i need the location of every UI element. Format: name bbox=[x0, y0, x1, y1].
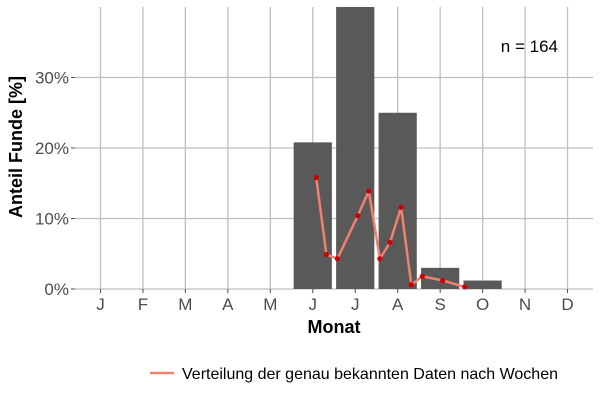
line-point-3 bbox=[355, 213, 361, 219]
line-point-1 bbox=[323, 251, 329, 258]
line-point-4 bbox=[366, 188, 372, 194]
line-point-10 bbox=[440, 277, 446, 284]
line-point-0 bbox=[313, 175, 319, 181]
line-point-8 bbox=[408, 282, 414, 288]
x-tick-label-1: F bbox=[138, 295, 148, 314]
line-point-5 bbox=[377, 256, 383, 262]
x-tick-label-4: M bbox=[263, 295, 277, 314]
x-tick-label-6: J bbox=[351, 295, 360, 314]
annotation-n: n = 164 bbox=[501, 37, 558, 56]
line-point-9 bbox=[419, 273, 425, 279]
x-tick-label-5: J bbox=[309, 295, 318, 314]
y-tick-label-1: 10% bbox=[35, 210, 69, 229]
y-axis-ticks: 0% 10% 20% 30% bbox=[35, 69, 75, 299]
bar-5 bbox=[293, 142, 332, 289]
x-tick-label-9: O bbox=[476, 295, 489, 314]
y-tick-label-3: 30% bbox=[35, 69, 69, 88]
x-tick-label-0: J bbox=[96, 295, 105, 314]
bar-6 bbox=[336, 7, 375, 289]
y-tick-label-2: 20% bbox=[35, 139, 69, 158]
line-point-6 bbox=[387, 239, 393, 246]
bars-layer bbox=[293, 7, 502, 289]
bar-7 bbox=[378, 112, 417, 289]
x-tick-label-11: D bbox=[561, 295, 573, 314]
x-tick-label-7: A bbox=[392, 295, 404, 314]
bar-9 bbox=[463, 280, 502, 289]
x-tick-label-8: S bbox=[434, 295, 445, 314]
x-tick-label-3: A bbox=[222, 295, 234, 314]
legend-label: Verteilung der genau bekannten Daten nac… bbox=[182, 366, 558, 383]
line-point-11 bbox=[462, 284, 468, 290]
legend: Verteilung der genau bekannten Daten nac… bbox=[150, 366, 558, 383]
line-point-7 bbox=[398, 204, 404, 210]
x-tick-label-10: N bbox=[519, 295, 531, 314]
x-axis-title: Monat bbox=[308, 317, 361, 337]
y-axis-title: Anteil Funde [%] bbox=[6, 76, 26, 218]
points-layer bbox=[313, 175, 468, 290]
y-tick-label-0: 0% bbox=[44, 280, 69, 299]
line-point-2 bbox=[334, 256, 340, 262]
x-tick-label-2: M bbox=[178, 295, 192, 314]
